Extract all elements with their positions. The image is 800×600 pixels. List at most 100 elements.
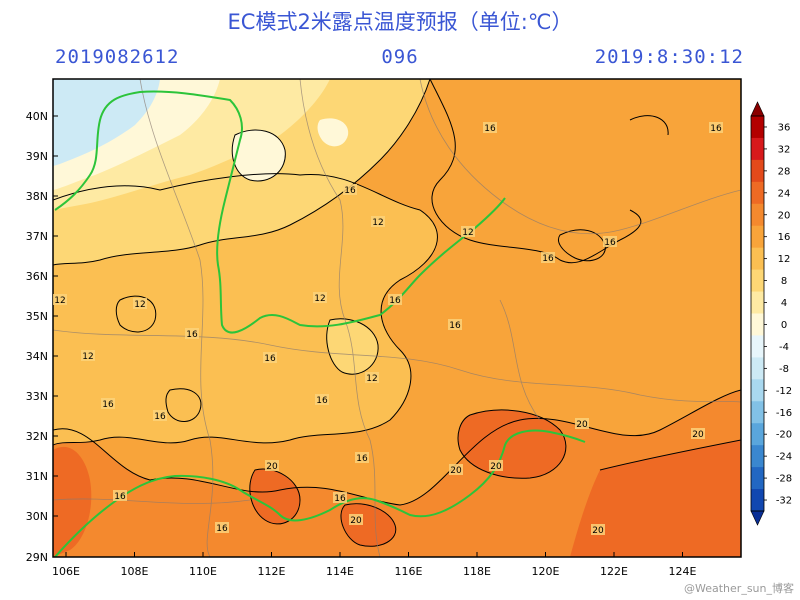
contour-label-group: 16 16 16 12 12 16 16 12 12 16 12 12 16 16 16 12 16 16 16 16…	[53, 122, 723, 536]
lon-label: 118E	[463, 565, 491, 578]
contour-label: 20	[350, 516, 362, 526]
lat-label: 32N	[26, 430, 48, 443]
contour-label: 12	[462, 228, 473, 238]
lat-label: 31N	[26, 470, 48, 483]
contour-label: 16	[604, 238, 616, 248]
colorbar-label: 36	[778, 122, 791, 133]
contour-label: 16	[216, 524, 228, 534]
lon-label: 106E	[52, 565, 80, 578]
contour-label-bg	[371, 216, 385, 227]
contour-label: 20	[490, 462, 502, 472]
contour-label-bg	[709, 122, 723, 133]
colorbar-frame	[750, 115, 765, 512]
field-pocket-warm	[458, 410, 566, 479]
contour-label-bg	[489, 460, 503, 471]
lat-label: 30N	[26, 510, 48, 523]
lat-label: 34N	[26, 350, 48, 363]
field-pocket	[232, 130, 286, 181]
colorbar-label: 4	[781, 298, 787, 309]
longitude-axis: 106E 108E 110E 112E 114E 116E 118E 120E 122E 124E	[52, 552, 697, 578]
contour-label: 20	[592, 526, 604, 536]
contour-label: 16	[542, 254, 554, 264]
colorbar-label: 28	[778, 166, 791, 177]
contour-label-bg	[449, 464, 463, 475]
lat-label: 40N	[26, 110, 48, 123]
lon-label: 116E	[395, 565, 423, 578]
contour-label: 16	[356, 454, 368, 464]
contour-label-bg	[265, 460, 279, 471]
colorbar-label: 24	[778, 188, 791, 199]
colorbar-segment	[751, 116, 764, 139]
contour-label-bg	[81, 350, 95, 361]
contour-label-bg	[591, 524, 605, 535]
colorbar-label: 32	[778, 144, 791, 155]
contour-label-bg	[388, 294, 402, 305]
contour-label: 16	[264, 354, 276, 364]
contour-label-bg	[343, 184, 357, 195]
contour-label-bg	[355, 452, 369, 463]
colorbar-segment	[751, 291, 764, 314]
colorbar-segment	[751, 467, 764, 490]
contour-label-bg	[113, 490, 127, 501]
colorbar-segment	[751, 423, 764, 446]
contour-label-bg	[541, 252, 555, 263]
init-time-label: 2019082612	[55, 46, 180, 68]
lon-label: 122E	[600, 565, 628, 578]
colorbar-label: -28	[776, 474, 792, 485]
contour-label: 12	[372, 218, 383, 228]
field-pocket-warm	[249, 469, 300, 524]
colorbar-bottom-arrow	[750, 510, 765, 526]
watermark: @Weather_sun_博客	[684, 582, 794, 595]
contour-label: 12	[134, 300, 145, 310]
lat-label: 38N	[26, 190, 48, 203]
lon-label: 110E	[189, 565, 217, 578]
colorbar-segment	[751, 357, 764, 380]
contour-lines	[53, 79, 741, 547]
field-pocket	[326, 318, 379, 375]
contour-label: 16	[154, 412, 166, 422]
colorbar-segment	[751, 159, 764, 183]
forecast-hour-label: 096	[381, 46, 419, 68]
colorbar-segment	[751, 313, 764, 336]
contour-label-bg	[349, 514, 363, 525]
colorbar-segment	[751, 203, 764, 227]
colorbar-segment	[751, 247, 764, 271]
colorbar-label: 0	[781, 320, 787, 331]
contour-label: 16	[484, 124, 496, 134]
contour-label-bg	[461, 226, 475, 237]
lon-label: 124E	[669, 565, 697, 578]
lon-label: 108E	[121, 565, 149, 578]
field-band-20-24	[53, 390, 741, 557]
contour-label-bg	[263, 352, 277, 363]
colorbar-label: 12	[778, 254, 791, 265]
contour-label-bg	[313, 292, 327, 303]
contour-label: 20	[266, 462, 278, 472]
colorbar-label: 8	[781, 276, 787, 287]
contour-label: 16	[449, 321, 461, 331]
colorbar-label: -24	[776, 452, 792, 463]
colorbar-label: 20	[778, 210, 791, 221]
colorbar-segment	[751, 379, 764, 402]
colorbar: 36 32 28 24 20 16 12 8 4 0 -4 -8 -12 -16 -20 -24 -28 -32	[750, 101, 792, 526]
valid-time-label: 2019:8:30:12	[594, 46, 744, 68]
contour-label: 12	[314, 294, 325, 304]
lon-label: 112E	[258, 565, 286, 578]
lon-label: 120E	[532, 565, 560, 578]
contour-label-bg	[448, 319, 462, 330]
contour-label: 12	[54, 296, 65, 306]
colorbar-segment	[751, 181, 764, 205]
contour-label-bg	[575, 418, 589, 429]
colorbar-label: -20	[776, 430, 792, 441]
colorbar-label: 16	[778, 232, 791, 243]
contour-label: 16	[114, 492, 126, 502]
colorbar-segment	[751, 269, 764, 293]
colorbar-label: -12	[776, 386, 792, 397]
map-frame	[52, 78, 742, 558]
colorbar-segment	[751, 225, 764, 249]
contour-label-bg	[101, 398, 115, 409]
contour-label: 16	[316, 396, 328, 406]
contour-label-bg	[153, 410, 167, 421]
contour-label-bg	[333, 492, 347, 503]
contour-label-bg	[53, 294, 67, 305]
map-title: EC模式2米露点温度预报（单位:℃）	[227, 10, 573, 34]
